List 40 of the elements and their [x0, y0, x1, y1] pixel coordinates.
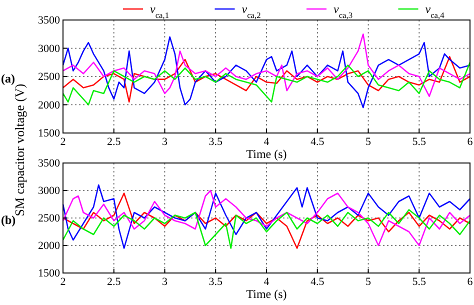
legend-label: v$_{ca,2}$ [242, 2, 261, 20]
y-tick-label: 2000 [38, 240, 60, 252]
legend-label: v$_{ca,4}$ [425, 2, 446, 20]
x-tick-label: 3.5 [208, 136, 223, 148]
x-axis-title: Time (s) [246, 147, 287, 161]
x-tick-label: 2.5 [107, 136, 122, 148]
x-tick-label: 6 [467, 136, 474, 148]
line-series [62, 36, 471, 108]
y-tick-label: 2000 [38, 99, 60, 112]
x-tick-label: 4.5 [310, 136, 325, 148]
x-tick-label: 2.5 [107, 276, 122, 288]
x-tick-label: 6 [467, 276, 474, 288]
y-tick-label: 3500 [38, 158, 60, 170]
x-tick-label: 4.5 [310, 276, 325, 288]
line-series [62, 56, 471, 103]
x-axis-title: Time (s) [246, 287, 287, 301]
x-tick-label: 2 [60, 276, 66, 288]
x-tick-label: 3 [162, 136, 168, 148]
line-series [62, 62, 471, 106]
y-tick-label: 3500 [38, 14, 60, 27]
y-tick-label: 1500 [38, 128, 60, 140]
x-tick-label: 4 [264, 276, 270, 288]
y-tick-label: 2500 [38, 212, 60, 225]
text: (a) [1, 72, 15, 86]
y-tick-label: 3000 [38, 42, 60, 55]
x-tick-label: 5 [366, 276, 372, 288]
legend-label: v$_{ca,1}$ [150, 2, 170, 20]
x-tick-label: 3 [162, 276, 168, 288]
x-tick-label: 5.5 [412, 136, 426, 148]
x-tick-label: 5 [366, 136, 372, 148]
line-series [62, 33, 471, 97]
line-series [62, 209, 471, 249]
y-tick-label: 1500 [38, 268, 60, 280]
x-tick-label: 4 [264, 136, 270, 148]
x-tick-label: 2 [60, 136, 66, 148]
y-tick-label: 2500 [38, 71, 60, 84]
legend-label: v$_{ca,3}$ [334, 2, 353, 20]
x-tick-label: 3.5 [208, 276, 223, 288]
y-tick-label: 3000 [38, 185, 60, 198]
x-tick-label: 5.5 [412, 276, 426, 288]
